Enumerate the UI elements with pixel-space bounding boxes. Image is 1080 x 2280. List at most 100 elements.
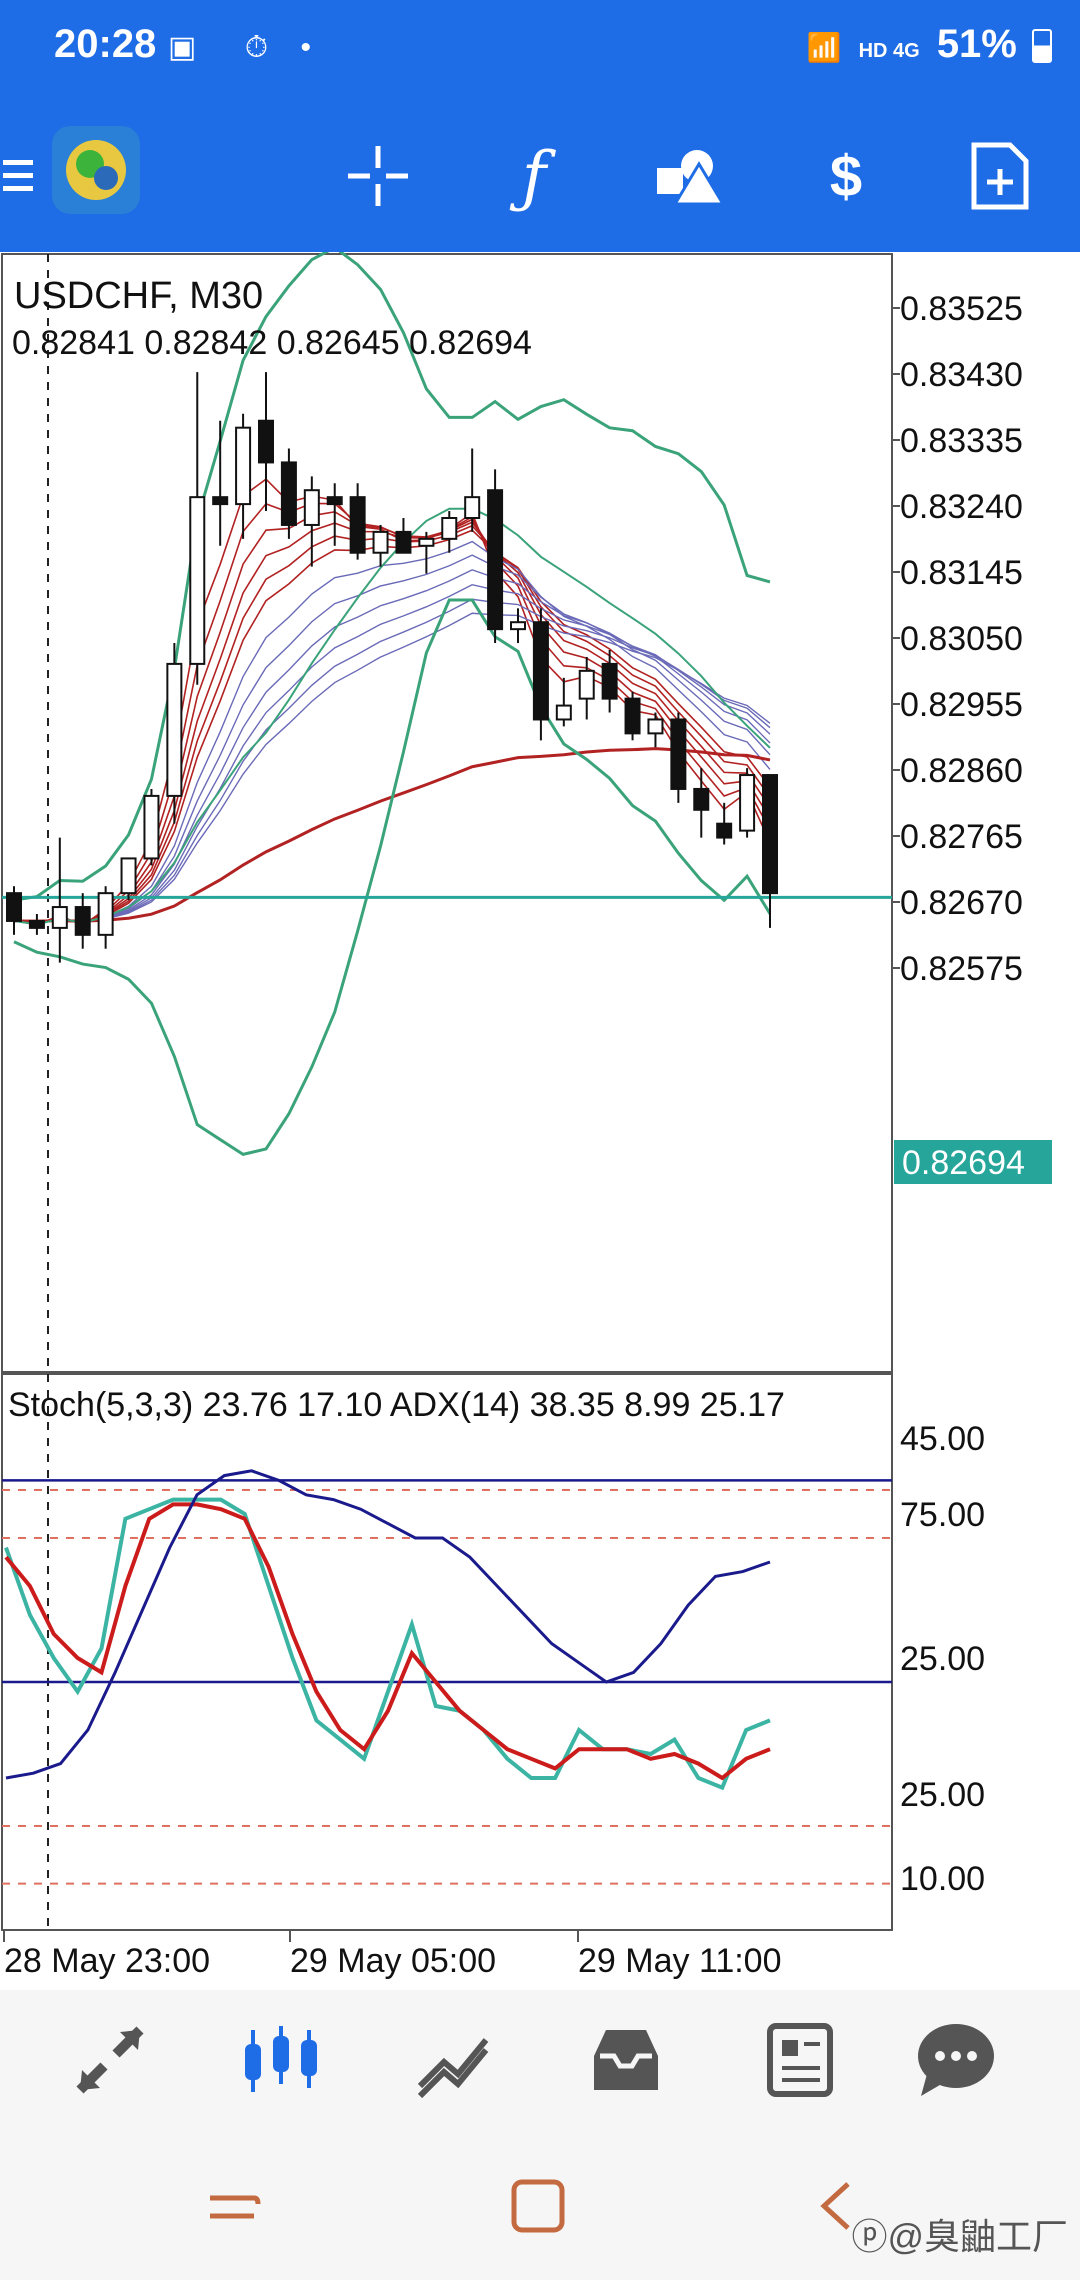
- chart-area[interactable]: USDCHF, M30 0.82841 0.82842 0.82645 0.82…: [0, 245, 1080, 1992]
- history-icon[interactable]: [578, 2012, 674, 2108]
- bottom-nav: [0, 1990, 1080, 2130]
- bollinger-lower: [13, 598, 772, 1156]
- time-label: 29 May 05:00: [290, 1942, 496, 1980]
- bull-candle: [372, 530, 389, 554]
- bear-candle: [624, 697, 641, 735]
- time-label: 29 May 11:00: [578, 1942, 782, 1980]
- adx-line: [5, 1469, 771, 1780]
- bear-candle: [532, 621, 549, 721]
- bull-candle: [303, 489, 320, 526]
- chart-symbol: USDCHF, M30: [14, 275, 263, 317]
- voicemail-icon: ▣: [168, 31, 197, 64]
- stoch-main-line: [4, 1497, 771, 1791]
- bear-candle: [258, 419, 274, 464]
- bear-candle: [395, 530, 412, 554]
- status-bar: 20:28 ▣ ⏱ • 📶 HD 4G 51%: [0, 0, 1080, 100]
- recent-apps-icon[interactable]: [206, 2182, 262, 2235]
- new-document-icon[interactable]: [960, 136, 1040, 216]
- ema-red-line: [13, 510, 771, 925]
- bear-candle: [212, 496, 229, 506]
- time-label: 28 May 23:00: [4, 1942, 210, 1980]
- bear-candle: [693, 787, 710, 811]
- current-price-label: 0.82694: [902, 1144, 1025, 1182]
- price-label: 0.83430: [900, 356, 1023, 394]
- price-label: 0.82575: [900, 950, 1023, 988]
- bull-candle: [555, 704, 572, 721]
- bull-candle: [120, 857, 137, 895]
- bull-candle: [464, 496, 481, 520]
- ema-blue-line: [13, 598, 771, 923]
- watermark: ⓟ@臭鼬工厂: [851, 2216, 1068, 2257]
- price-chart[interactable]: USDCHF, M30 0.82841 0.82842 0.82645 0.82…: [0, 245, 1080, 1992]
- ema-red-line: [13, 521, 771, 924]
- bull-candle: [235, 426, 252, 506]
- price-label: 0.82860: [900, 752, 1023, 790]
- current-price-tag: [894, 1140, 1052, 1184]
- quotes-icon[interactable]: [62, 2012, 158, 2108]
- bull-candle: [578, 669, 595, 700]
- indicator-label: 25.00: [900, 1776, 985, 1814]
- bear-candle: [716, 822, 733, 839]
- bull-candle: [739, 774, 756, 832]
- status-time: 20:28: [54, 22, 157, 66]
- network-type: HD 4G: [858, 40, 920, 62]
- dot-icon: •: [300, 31, 311, 64]
- bear-candle: [326, 496, 343, 506]
- trade-icon[interactable]: [406, 2012, 502, 2108]
- status-right: 📶 HD 4G 51%: [807, 22, 1052, 67]
- battery-text: 51%: [936, 22, 1017, 66]
- bull-candle: [143, 794, 160, 860]
- price-label: 0.83145: [900, 554, 1023, 592]
- bull-candle: [441, 517, 458, 540]
- ema-blue-line: [13, 612, 771, 923]
- bear-candle: [28, 919, 45, 929]
- price-label: 0.82765: [900, 818, 1023, 856]
- bull-candle: [97, 892, 114, 936]
- bollinger-upper: [13, 245, 771, 902]
- shapes-icon[interactable]: [650, 136, 730, 216]
- news-icon[interactable]: [750, 2012, 846, 2108]
- bull-candle: [189, 496, 206, 665]
- ema-red-line: [13, 524, 771, 924]
- price-label: 0.83525: [900, 290, 1023, 328]
- home-icon[interactable]: [510, 2178, 566, 2239]
- bull-candle: [166, 662, 183, 797]
- indicator-label: 25.00: [900, 1640, 985, 1678]
- bull-candle: [51, 906, 68, 929]
- bear-candle: [670, 718, 687, 790]
- indicators-f-icon[interactable]: ƒ: [521, 137, 547, 215]
- toolbar: ƒ $: [0, 110, 1080, 240]
- chart-ohlc: 0.82841 0.82842 0.82645 0.82694: [12, 324, 532, 362]
- bear-candle: [349, 496, 366, 554]
- menu-icon[interactable]: [0, 136, 36, 216]
- price-label: 0.82955: [900, 686, 1023, 724]
- price-label: 0.83050: [900, 620, 1023, 658]
- bollinger-middle: [13, 507, 771, 926]
- app-bar: 20:28 ▣ ⏱ • 📶 HD 4G 51% ƒ $: [0, 0, 1080, 252]
- system-nav: ⓟ@臭鼬工厂: [0, 2130, 1080, 2280]
- bull-candle: [647, 718, 664, 735]
- price-label: 0.83335: [900, 422, 1023, 460]
- status-left-icons: ▣ ⏱ •: [168, 30, 311, 65]
- main-chart-frame: [1, 253, 893, 1373]
- bear-candle: [762, 774, 778, 895]
- indicator-label: 45.00: [900, 1420, 985, 1458]
- battery-icon: [1032, 29, 1052, 64]
- indicator-label: 10.00: [900, 1860, 985, 1898]
- back-icon[interactable]: [816, 2178, 856, 2239]
- price-label: 0.83240: [900, 488, 1023, 526]
- stoch-signal-line: [4, 1502, 771, 1781]
- alarm-icon: ⏱: [244, 31, 269, 64]
- price-label: 0.82670: [900, 884, 1023, 922]
- messages-icon[interactable]: [908, 2012, 1004, 2108]
- bear-candle: [487, 489, 504, 631]
- chart-tab-icon[interactable]: [234, 2012, 330, 2108]
- ema-blue-line: [13, 583, 771, 923]
- dollar-exchange-icon[interactable]: $: [829, 143, 863, 209]
- bull-candle: [510, 621, 526, 631]
- bear-candle: [280, 461, 297, 526]
- indicator-frame: [1, 1373, 893, 1931]
- crosshair-icon[interactable]: [338, 136, 418, 216]
- bull-candle: [418, 537, 435, 547]
- mt4-logo-icon: [50, 124, 142, 216]
